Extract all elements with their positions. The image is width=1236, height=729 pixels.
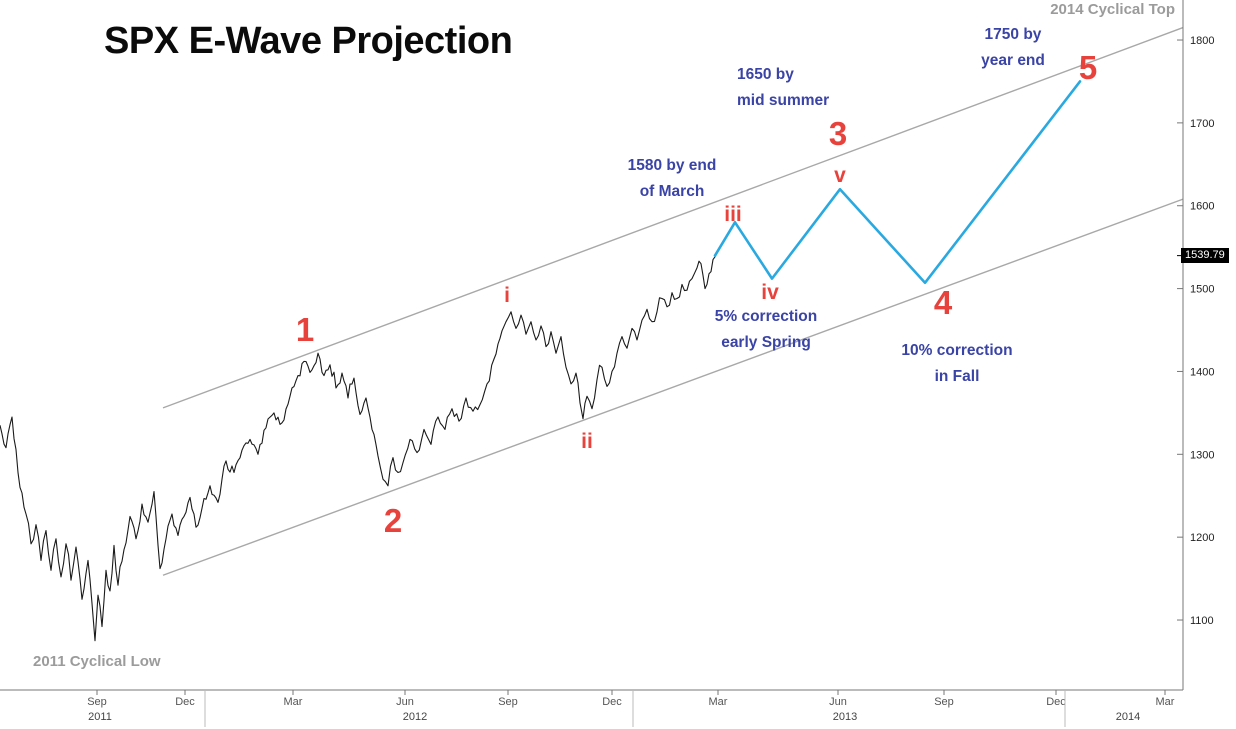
last-price-tag: 1539.79 <box>1181 248 1229 263</box>
y-tick-label: 1200 <box>1190 532 1214 544</box>
cyclical-top-label: 2014 Cyclical Top <box>1050 1 1175 18</box>
annotation-line: year end <box>981 52 1045 69</box>
x-year-label: 2011 <box>88 711 112 723</box>
y-tick-label: 1700 <box>1190 118 1214 130</box>
projection-annotation-5: 10% correction in Fall <box>901 338 1012 390</box>
x-month-label: Jun <box>396 696 414 708</box>
projection-annotation-2: 1650 by mid summer <box>737 62 829 114</box>
y-tick-label: 1100 <box>1190 615 1214 627</box>
x-month-label: Dec <box>175 696 195 708</box>
annotation-line: 10% correction <box>901 342 1013 359</box>
projection-annotation-1: 1580 by end of March <box>628 153 717 205</box>
projection-path <box>713 80 1082 285</box>
wave-label-iii: iii <box>724 203 742 226</box>
x-month-label: Mar <box>284 696 303 708</box>
wave-label-iv: iv <box>761 281 779 304</box>
chart-title: SPX E-Wave Projection <box>104 20 513 62</box>
y-tick-label: 1500 <box>1190 284 1214 296</box>
annotation-line: 1750 by <box>984 26 1042 43</box>
channel-lower-line <box>162 198 1184 576</box>
x-year-label: 2014 <box>1116 711 1140 723</box>
annotation-line: 5% correction <box>714 308 818 325</box>
annotation-line: of March <box>639 183 705 200</box>
x-month-label: Mar <box>1156 696 1175 708</box>
x-year-label: 2012 <box>403 711 427 723</box>
x-month-label: Sep <box>87 696 107 708</box>
price-path <box>0 255 717 642</box>
projection-annotation-3: 1750 by year end <box>981 22 1045 74</box>
annotation-line: mid summer <box>737 92 830 109</box>
wave-label-i: i <box>504 284 510 307</box>
annotation-line: 1650 by <box>737 66 794 83</box>
x-month-label: Dec <box>602 696 622 708</box>
y-tick-label: 1300 <box>1190 449 1214 461</box>
x-month-label: Mar <box>709 696 728 708</box>
x-month-label: Jun <box>829 696 847 708</box>
annotation-line: early Spring <box>721 334 811 351</box>
x-month-label: Sep <box>498 696 518 708</box>
wave-label-3: 3 <box>828 115 848 152</box>
wave-label-v: v <box>834 164 846 187</box>
x-month-label: Dec <box>1046 696 1066 708</box>
channel-upper-line <box>162 26 1184 409</box>
wave-label-1: 1 <box>295 311 315 348</box>
y-tick-label: 1800 <box>1190 35 1214 47</box>
cyclical-low-label: 2011 Cyclical Low <box>33 653 161 670</box>
wave-label-ii: ii <box>581 430 593 453</box>
annotation-line: 1580 by end <box>627 157 717 174</box>
projection-annotation-4: 5% correction early Spring <box>715 304 818 356</box>
wave-label-2: 2 <box>383 502 403 539</box>
x-month-label: Sep <box>934 696 954 708</box>
y-tick-label: 1400 <box>1190 366 1214 378</box>
x-year-label: 2013 <box>833 711 857 723</box>
annotation-line: in Fall <box>934 368 980 385</box>
wave-label-4: 4 <box>933 284 953 321</box>
y-tick-label: 1600 <box>1190 201 1214 213</box>
wave-label-5: 5 <box>1078 49 1098 86</box>
